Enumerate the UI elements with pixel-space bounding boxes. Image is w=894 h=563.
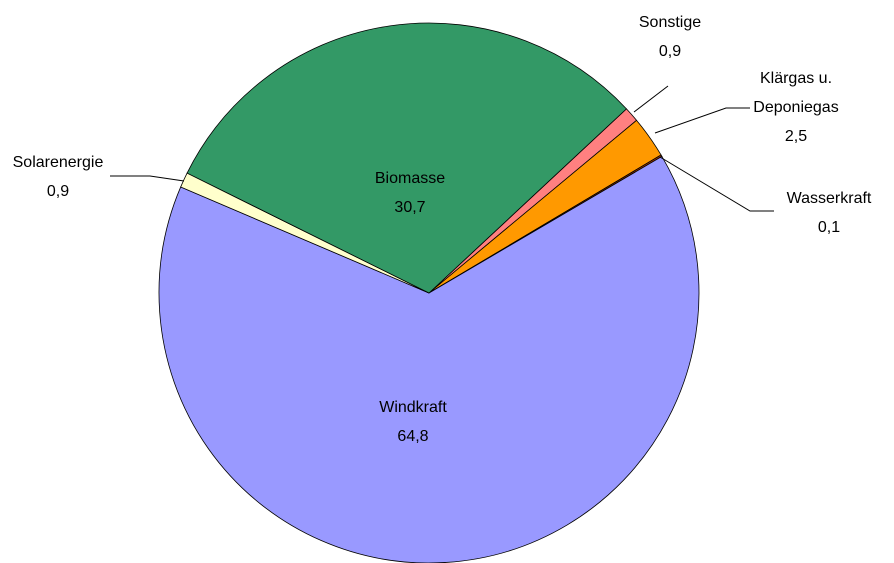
slice-label: Klärgas u. Deponiegas <box>753 70 839 116</box>
slice-label: Solarenergie <box>12 154 104 171</box>
slice-label: Wasserkraft <box>786 190 872 207</box>
leader-line <box>110 175 185 182</box>
pie-slice <box>186 22 628 294</box>
value-label: 0,1 <box>817 219 841 236</box>
pie-slice <box>158 155 700 563</box>
leader-line <box>633 85 669 113</box>
leader-line <box>654 107 750 134</box>
slice-label: Sonstige <box>638 14 702 31</box>
value-label: 0,9 <box>658 43 682 60</box>
value-label: 30,7 <box>394 199 426 216</box>
value-label: 2,5 <box>784 128 808 145</box>
slice-label: Windkraft <box>379 399 447 416</box>
slice-label: Biomasse <box>374 170 446 187</box>
value-label: 64,8 <box>397 428 429 445</box>
value-label: 0,9 <box>46 183 70 200</box>
leader-line <box>659 156 774 212</box>
